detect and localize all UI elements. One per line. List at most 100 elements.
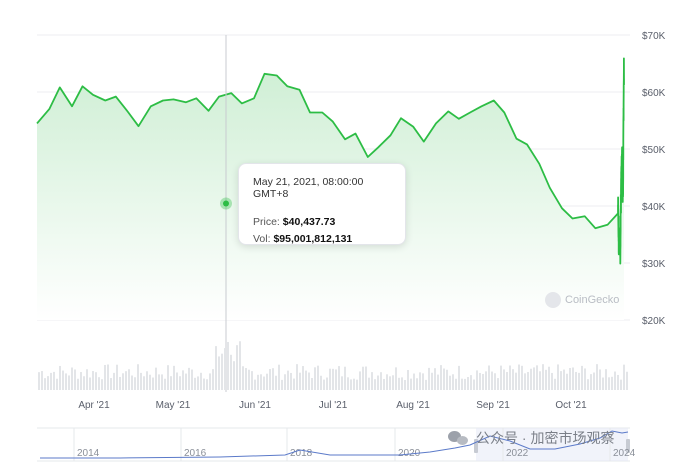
volume-bar [503, 369, 505, 390]
volume-bar [275, 375, 277, 390]
volume-bar [581, 365, 583, 390]
volume-bar [350, 379, 352, 390]
volume-bar [584, 368, 586, 390]
volume-bar [395, 367, 397, 390]
volume-bar [170, 376, 172, 390]
volume-bar [125, 371, 127, 390]
x-tick-label: Oct '21 [555, 400, 587, 411]
volume-bar [140, 372, 142, 390]
volume-bar [50, 372, 52, 390]
x-tick-label: Apr '21 [78, 400, 110, 411]
volume-bar [611, 376, 613, 390]
price-line[interactable] [36, 57, 625, 265]
volume-bar [65, 373, 67, 390]
volume-bar [551, 372, 553, 390]
x-tick-label: Jul '21 [319, 400, 348, 411]
volume-bar [278, 364, 280, 390]
volume-bar [623, 364, 625, 390]
volume-bar [542, 364, 544, 390]
x-tick-label: Aug '21 [396, 400, 430, 411]
volume-bar [77, 378, 79, 390]
volume-bar [461, 378, 463, 390]
volume-bar [143, 376, 145, 390]
volume-bar [89, 377, 91, 390]
volume-bar [587, 379, 589, 390]
volume-bar [569, 367, 571, 390]
volume-bar [389, 376, 391, 390]
volume-bar [341, 376, 343, 390]
volume-bar [437, 374, 439, 390]
volume-bar [131, 375, 133, 390]
volume-bar [326, 377, 328, 390]
volume-bar [446, 369, 448, 390]
volume-bar [473, 379, 475, 390]
volume-bar [488, 365, 490, 390]
volume-bar [248, 369, 250, 390]
volume-bar [614, 371, 616, 390]
y-tick-label: $40K [642, 202, 666, 213]
volume-bar [305, 370, 307, 390]
volume-bar [179, 376, 181, 390]
volume-bar [368, 377, 370, 390]
volume-bar [254, 379, 256, 390]
volume-bar [524, 373, 526, 390]
volume-bar [239, 341, 241, 390]
volume-bar [242, 366, 244, 390]
volume-bar [107, 364, 109, 390]
volume-bar [593, 372, 595, 390]
volume-bar [47, 376, 49, 390]
volume-bar [566, 373, 568, 390]
tooltip-price-label: Price: [253, 216, 280, 228]
gecko-logo-icon [545, 292, 561, 308]
wechat-caption: 公众号 · 加密市场观察 [448, 428, 614, 448]
volume-bar [230, 354, 232, 390]
volume-bar [317, 365, 319, 390]
navigator-line [40, 430, 629, 459]
volume-bar [194, 377, 196, 390]
volume-bar [134, 377, 136, 390]
volume-bar [620, 379, 622, 390]
volume-bar [272, 368, 274, 390]
volume-bar [74, 369, 76, 390]
volume-bar [617, 374, 619, 390]
volume-bar [173, 365, 175, 390]
volume-bar [359, 371, 361, 390]
volume-bar [428, 367, 430, 390]
y-tick-label: $20K [642, 316, 666, 327]
volume-bar [101, 379, 103, 390]
volume-bar [251, 371, 253, 390]
volume-bar [38, 372, 40, 390]
volume-bar [236, 345, 238, 390]
volume-bar [452, 374, 454, 390]
volume-bar [347, 377, 349, 390]
volume-bar [296, 364, 298, 390]
volume-bar [425, 379, 427, 390]
volume-bar [515, 372, 517, 390]
volume-bar [206, 379, 208, 390]
volume-bar [182, 370, 184, 390]
volume-bar [494, 373, 496, 390]
volume-bar [521, 365, 523, 390]
volume-bar [164, 378, 166, 390]
volume-bar [407, 370, 409, 390]
volume-bar [95, 372, 97, 390]
navigator-handle-right[interactable] [626, 439, 630, 453]
volume-bar [308, 372, 310, 390]
volume-bar [512, 369, 514, 390]
navigator-selection[interactable] [476, 428, 628, 461]
hover-marker[interactable] [223, 200, 229, 207]
tooltip-volume-value: $95,001,812,131 [273, 233, 353, 245]
volume-bar [572, 367, 574, 390]
tooltip-price-value: $40,437.73 [282, 216, 336, 228]
volume-bar [344, 366, 346, 390]
volume-bar [626, 371, 628, 390]
volume-bar [599, 369, 601, 390]
volume-bar [500, 365, 502, 390]
volume-bar [404, 379, 406, 390]
volume-bar [284, 374, 286, 390]
volume-bar [245, 368, 247, 390]
volume-bar [482, 373, 484, 390]
volume-bar [260, 374, 262, 390]
volume-bar [539, 371, 541, 390]
volume-bar [92, 371, 94, 390]
